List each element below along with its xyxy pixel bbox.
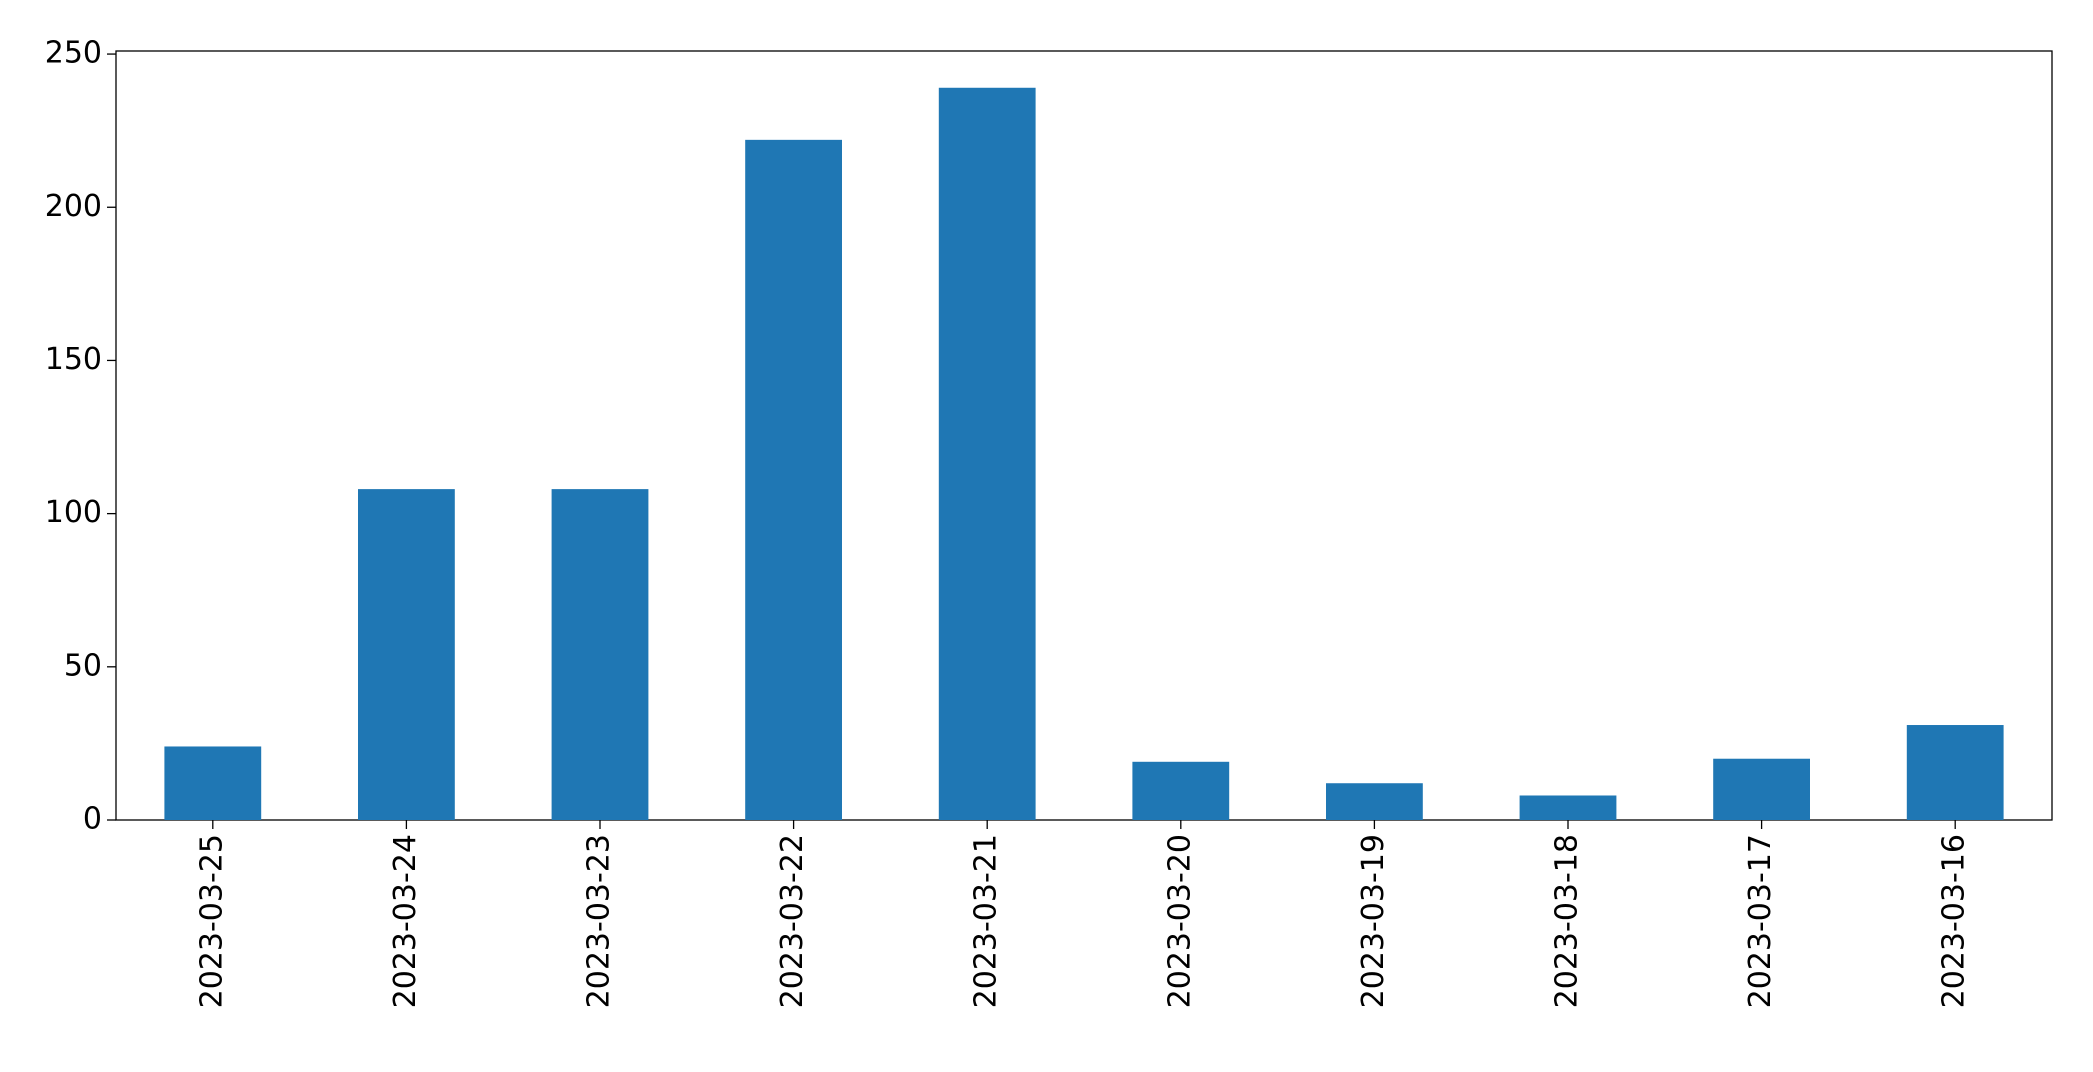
x-tick-label: 2023-03-24 — [388, 834, 423, 1008]
bar — [551, 489, 649, 820]
bar — [358, 489, 455, 820]
y-tick-label: 100 — [45, 495, 102, 530]
x-tick-label: 2023-03-20 — [1162, 834, 1197, 1008]
bar — [938, 87, 1036, 820]
x-tick-label: 2023-03-25 — [194, 834, 229, 1008]
x-tick-label: 2023-03-19 — [1356, 834, 1391, 1008]
bar — [1132, 761, 1230, 820]
bar — [745, 139, 842, 820]
y-tick-label: 150 — [45, 342, 102, 377]
bar — [1713, 758, 1810, 820]
x-tick-label: 2023-03-22 — [775, 834, 810, 1008]
x-tick-label: 2023-03-16 — [1937, 834, 1972, 1008]
bar — [1326, 783, 1423, 820]
bar — [164, 746, 262, 820]
x-tick-label: 2023-03-23 — [582, 834, 617, 1008]
bar — [1519, 795, 1617, 820]
bar — [1906, 725, 2004, 820]
plot-frame — [115, 50, 2053, 821]
y-tick-label: 0 — [83, 802, 102, 837]
y-tick-label: 250 — [45, 36, 102, 71]
x-tick-label: 2023-03-17 — [1743, 834, 1778, 1008]
y-tick-label: 50 — [64, 648, 102, 683]
x-tick-label: 2023-03-21 — [969, 834, 1004, 1008]
x-tick-label: 2023-03-18 — [1550, 834, 1585, 1008]
y-tick-label: 200 — [45, 189, 102, 224]
